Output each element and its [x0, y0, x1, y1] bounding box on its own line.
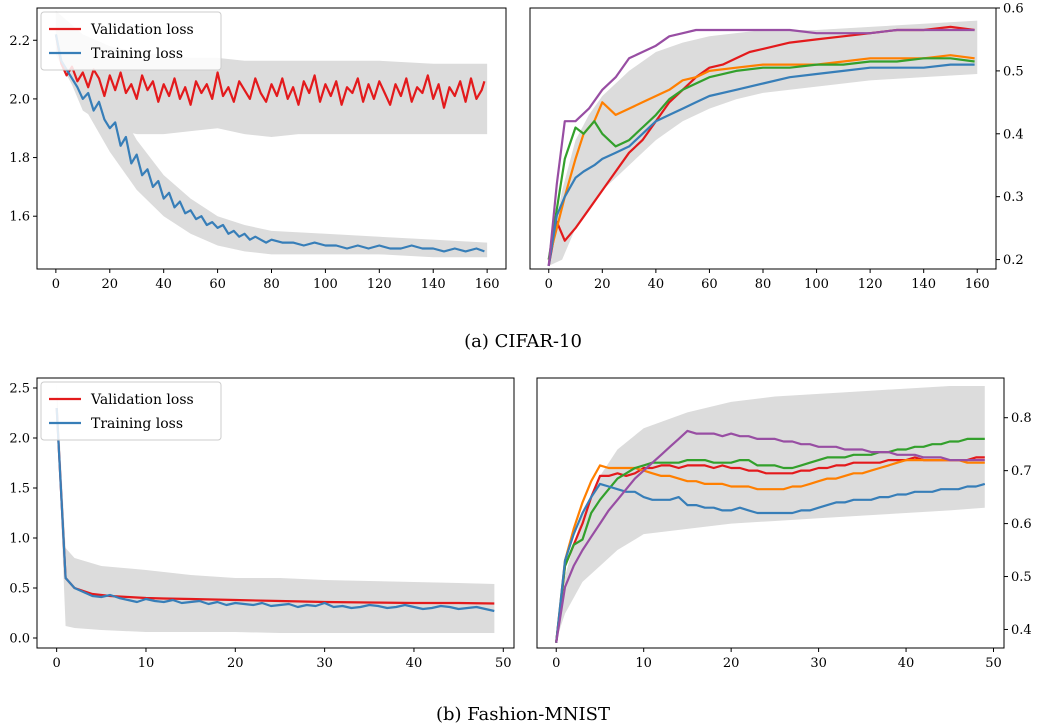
panel-cifar10-loss: 0 20 40 60 80 100 120 140 160 1.6 1.8 2.0 2.2 Validat… [9, 7, 507, 292]
x-tick-label: 160 [475, 277, 500, 292]
series-line-0 [54, 34, 486, 109]
std-band [548, 20, 978, 266]
legend-entry: Validation loss [90, 22, 194, 38]
panel-fashion-mnist-loss: 0 10 20 30 40 50 0.0 0.5 1.0 1.5 2.0 2.5 Validation … [9, 377, 515, 671]
x-tick-label: 100 [804, 277, 829, 292]
y-tick-label: 0.6 [1003, 2, 1024, 17]
series-line-2 [547, 57, 975, 260]
plot-frame [536, 377, 1005, 649]
y-tick-label: 2.2 [9, 34, 30, 49]
legend [40, 11, 222, 71]
y-tick-label: 2.0 [9, 432, 30, 447]
y-tick-label: 0.3 [1003, 190, 1024, 205]
x-tick-label: 20 [594, 277, 611, 292]
x-tick-label: 120 [858, 277, 883, 292]
x-tick-label: 160 [965, 277, 990, 292]
x-tick-label: 120 [367, 277, 392, 292]
y-tick-label: 0.0 [9, 632, 30, 647]
x-tick-label: 30 [316, 656, 333, 671]
x-tick-label: 80 [755, 277, 772, 292]
y-tick-label: 2.0 [9, 92, 30, 107]
series-line-2 [555, 437, 985, 643]
caption-fashion-mnist: (b) Fashion-MNIST [436, 704, 610, 725]
x-tick-label: 0 [52, 277, 60, 292]
series-line-4 [555, 429, 985, 643]
y-tick-label: 2.5 [9, 382, 30, 397]
y-tick-label: 0.4 [1011, 623, 1032, 638]
legend-entry: Validation loss [90, 392, 194, 408]
x-tick-label: 20 [102, 277, 119, 292]
y-tick-label: 0.7 [1011, 464, 1032, 479]
series-line-1 [555, 459, 985, 643]
std-band [55, 10, 488, 138]
y-tick-label: 1.0 [9, 532, 30, 547]
y-tick-label: 1.8 [9, 151, 30, 166]
x-tick-label: 0 [545, 277, 553, 292]
panel-fashion-mnist-accuracy: 0 10 20 30 40 50 0.4 0.5 0.6 0.7 0.8 [536, 377, 1032, 671]
series-line-3 [555, 482, 986, 643]
plot-frame [36, 377, 515, 649]
x-tick-label: 100 [313, 277, 338, 292]
x-tick-label: 140 [421, 277, 446, 292]
y-tick-label: 1.6 [9, 210, 30, 225]
series-line-1 [54, 34, 485, 253]
x-tick-label: 0 [552, 656, 560, 671]
legend [40, 381, 222, 441]
x-tick-label: 10 [635, 656, 652, 671]
y-tick-label: 0.5 [1011, 570, 1032, 585]
x-tick-label: 60 [701, 277, 718, 292]
x-tick-label: 50 [985, 656, 1002, 671]
y-tick-label: 0.8 [1011, 411, 1032, 426]
x-tick-label: 60 [209, 277, 226, 292]
caption-cifar10: (a) CIFAR-10 [464, 331, 582, 352]
series-line-1 [55, 407, 495, 613]
x-tick-label: 40 [898, 656, 915, 671]
x-tick-label: 140 [911, 277, 936, 292]
series-line-4 [547, 28, 975, 267]
x-tick-label: 20 [723, 656, 740, 671]
x-tick-label: 0 [53, 656, 61, 671]
series-line-0 [555, 456, 985, 643]
x-tick-label: 80 [263, 277, 280, 292]
legend-entry: Training loss [91, 416, 183, 432]
x-tick-label: 50 [495, 656, 512, 671]
legend-entry: Training loss [91, 46, 183, 62]
y-tick-label: 0.4 [1003, 127, 1024, 142]
y-tick-label: 0.2 [1003, 253, 1024, 268]
x-tick-label: 40 [406, 656, 423, 671]
x-tick-label: 40 [648, 277, 665, 292]
panel-cifar10-accuracy: 0 20 40 60 80 100 120 140 160 0.2 0.3 0.4 0.5 0.6 [529, 2, 1024, 292]
y-tick-label: 0.5 [9, 582, 30, 597]
y-tick-label: 0.5 [1003, 64, 1024, 79]
series-line-3 [547, 63, 975, 267]
y-tick-label: 0.6 [1011, 517, 1032, 532]
y-tick-label: 1.5 [9, 482, 30, 497]
x-tick-label: 20 [227, 656, 244, 671]
x-tick-label: 10 [138, 656, 155, 671]
x-tick-label: 40 [155, 277, 172, 292]
x-tick-label: 30 [810, 656, 827, 671]
